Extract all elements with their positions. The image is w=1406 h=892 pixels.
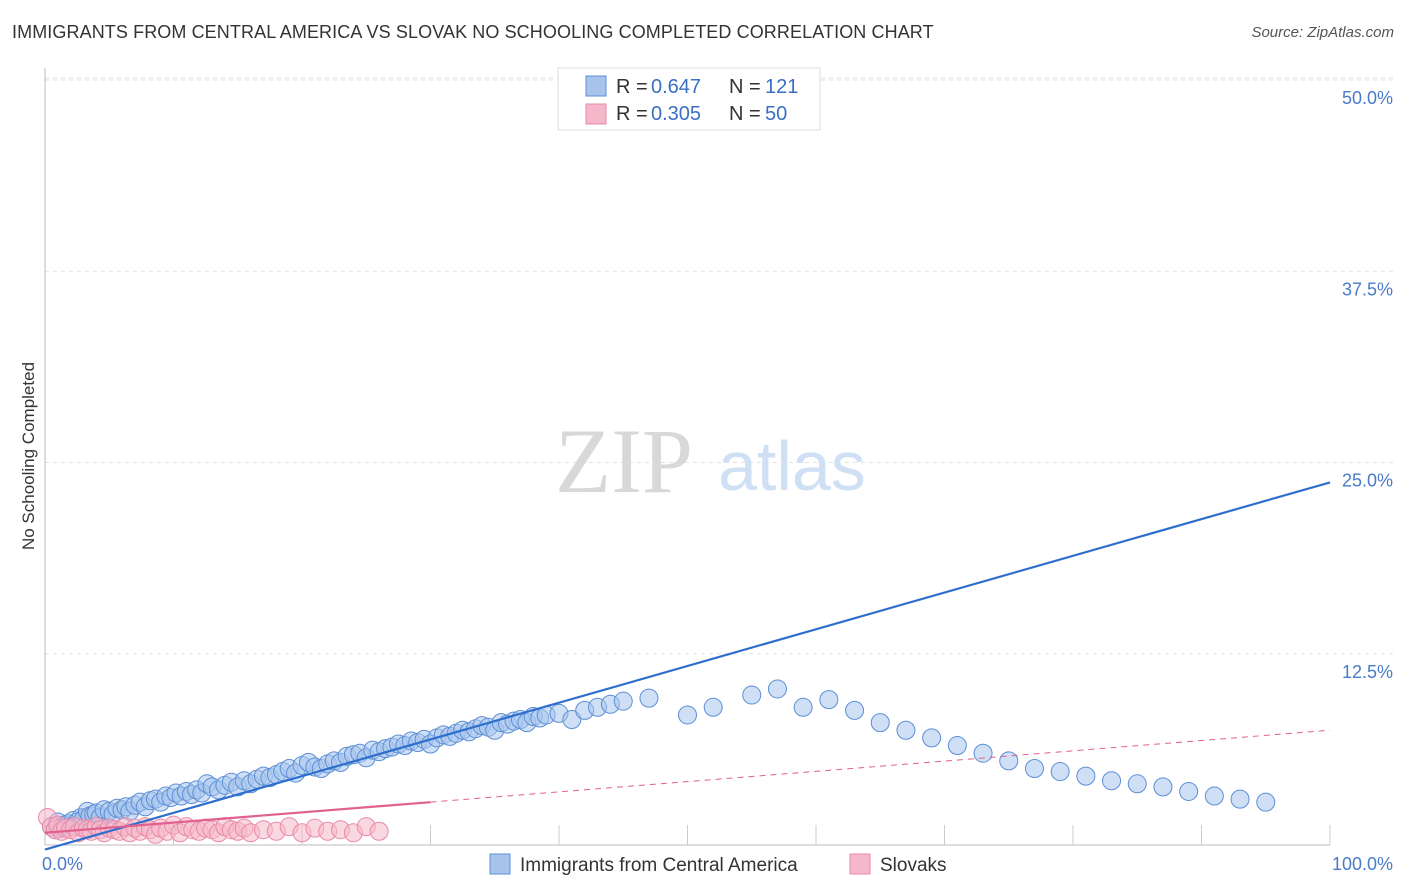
y-tick-label-0: 12.5% [1342,662,1393,682]
y-tick-label-3: 50.0% [1342,88,1393,108]
top-legend: R = 0.647 N = 121 R = 0.305 N = 50 [557,67,821,131]
point-central-america-105 [870,713,890,733]
legend-n-value-pink: 50 [765,103,787,125]
point-central-america-96 [613,691,633,711]
source-label: Source: ZipAtlas.com [1251,24,1394,41]
point-central-america-110 [999,751,1019,771]
trend-line-central-america [44,481,1331,851]
legend-n-label-blue: N = [729,76,761,98]
point-central-america-106 [896,720,916,740]
bottom-legend-label-blue: Immigrants from Central America [520,855,798,876]
x-tick-100: 100.0% [1332,854,1393,874]
point-central-america-107 [922,728,942,748]
legend-n-value-blue: 121 [765,76,798,98]
chart-title: IMMIGRANTS FROM CENTRAL AMERICA VS SLOVA… [12,22,934,42]
point-central-america-113 [1076,766,1096,786]
bottom-legend-swatch-blue [489,853,511,875]
point-central-america-111 [1024,759,1044,778]
legend-r-value-pink: 0.305 [651,103,701,125]
point-central-america-120 [1256,792,1276,812]
point-central-america-109 [973,743,993,763]
legend-swatch-pink [585,103,607,125]
point-central-america-99 [703,697,723,717]
y-tick-labels: 12.5% 25.0% 37.5% 50.0% [1342,88,1393,682]
point-central-america-118 [1204,786,1224,806]
series-central-america [41,679,1276,840]
trend-line-slovak [44,801,431,834]
watermark-zip: ZIP [555,410,693,512]
point-central-america-97 [639,688,659,708]
point-central-america-101 [767,679,787,699]
y-tick-label-2: 37.5% [1342,279,1393,299]
point-central-america-117 [1179,781,1199,801]
point-central-america-116 [1153,777,1173,797]
y-tick-label-1: 25.0% [1342,471,1393,491]
trend-line-slovak-dashed [430,729,1331,803]
legend-r-label-blue: R = [616,76,648,98]
point-central-america-114 [1102,771,1122,791]
bottom-legend-label-pink: Slovaks [880,855,947,876]
point-central-america-100 [742,685,762,705]
point-central-america-103 [819,690,839,710]
point-central-america-108 [947,736,967,756]
legend-n-label-pink: N = [729,103,761,125]
legend-r-value-blue: 0.647 [651,76,701,98]
y-axis-label: No Schooling Completed [19,362,38,550]
legend-swatch-blue [585,75,607,97]
point-slovak-49 [369,821,389,841]
point-central-america-92 [562,710,582,730]
point-central-america-104 [845,700,865,720]
point-central-america-115 [1127,774,1147,794]
bottom-legend-swatch-pink [849,853,871,875]
point-central-america-98 [678,705,697,725]
point-central-america-102 [793,697,813,717]
point-central-america-112 [1050,762,1070,782]
legend-r-label-pink: R = [616,103,648,125]
point-central-america-119 [1230,789,1250,809]
watermark-atlas: atlas [718,427,866,505]
trend-lines [44,481,1331,851]
bottom-legend: Immigrants from Central America Slovaks [489,853,947,876]
x-tick-0: 0.0% [42,854,83,874]
